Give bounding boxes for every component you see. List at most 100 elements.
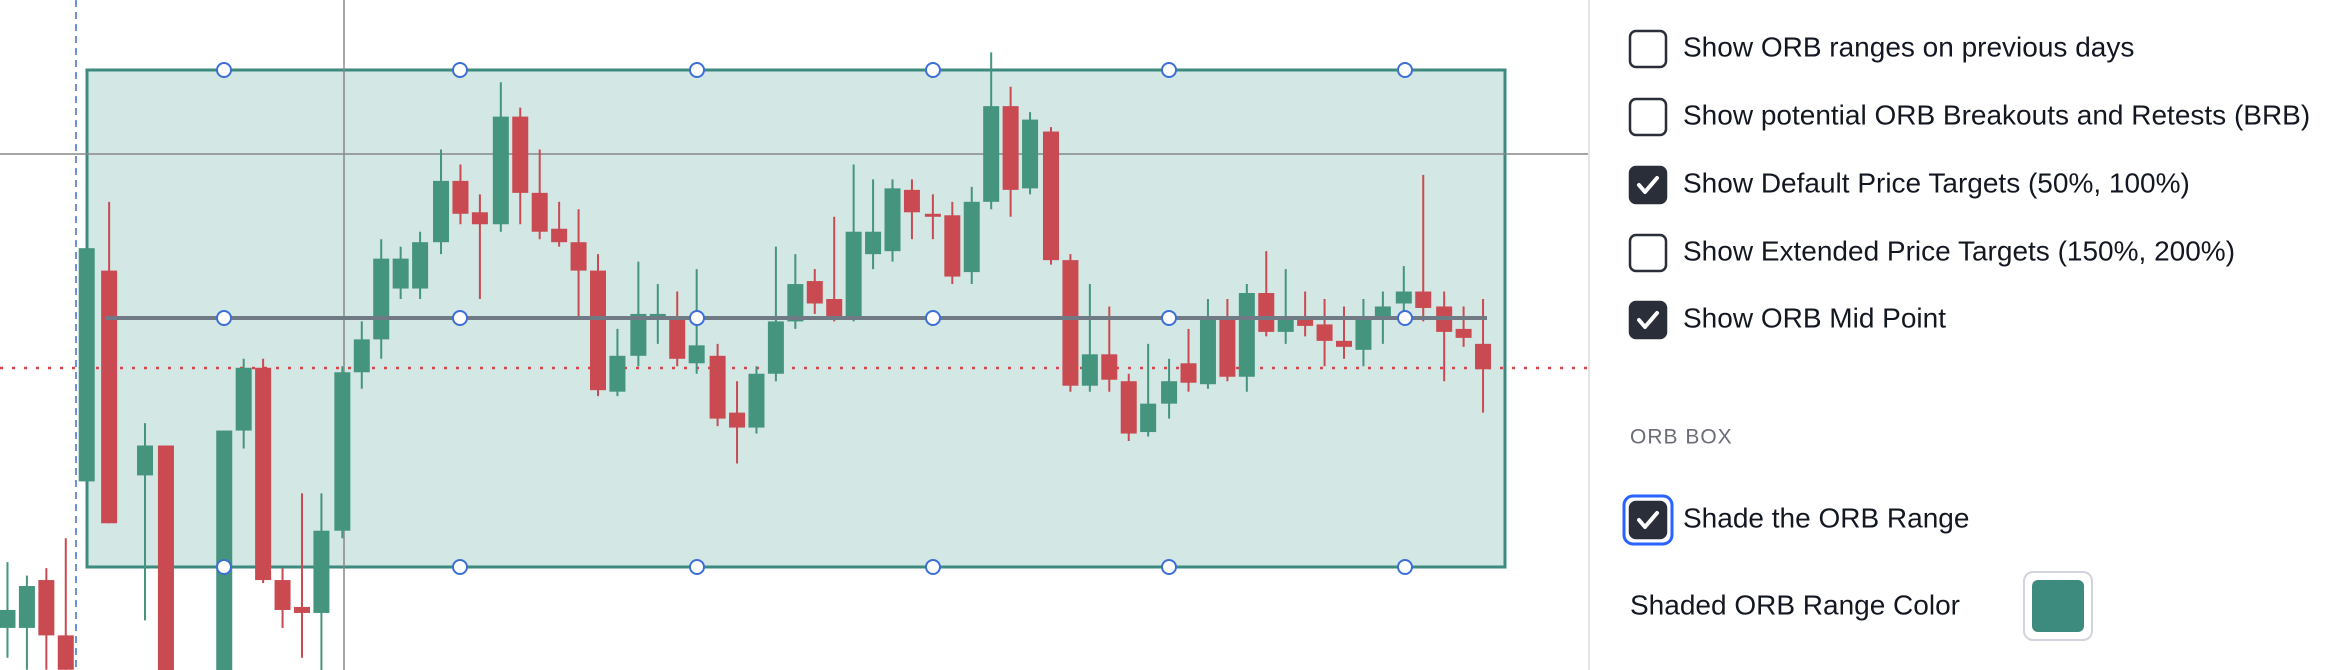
candle-body xyxy=(137,445,154,476)
checkmark xyxy=(1637,176,1659,194)
candle-body xyxy=(0,609,16,628)
option-label[interactable]: Show Extended Price Targets (150%, 200%) xyxy=(1683,235,2235,266)
checkmark xyxy=(1637,311,1659,329)
candle-body xyxy=(1415,291,1432,308)
resize-handle[interactable] xyxy=(689,62,705,78)
checkbox[interactable] xyxy=(1628,300,1668,340)
candle-body xyxy=(709,355,726,419)
candle-body xyxy=(1277,318,1294,332)
candle-body xyxy=(983,106,1000,202)
candle-body xyxy=(433,180,450,243)
candle-body xyxy=(944,215,961,277)
section-title: ORB BOX xyxy=(1630,426,1733,449)
candle-body xyxy=(353,339,370,373)
candle-body xyxy=(1042,131,1059,261)
candle-body xyxy=(649,313,666,317)
option-label[interactable]: Shade the ORB Range xyxy=(1683,502,1969,533)
resize-handle[interactable] xyxy=(1397,62,1413,78)
candle-body xyxy=(963,201,980,273)
candle-body xyxy=(826,299,843,317)
resize-handle[interactable] xyxy=(689,310,705,326)
candle-body xyxy=(865,231,882,255)
candle-body xyxy=(845,231,862,317)
candle-body xyxy=(903,189,920,213)
candle-body xyxy=(1062,260,1079,386)
candle-body xyxy=(688,345,705,364)
candle-body xyxy=(609,355,626,392)
candle-body xyxy=(551,228,568,243)
candle-body xyxy=(1374,306,1391,319)
candle-body xyxy=(235,367,252,431)
candle-body xyxy=(531,192,548,232)
candle-body xyxy=(157,445,174,670)
candle-body xyxy=(787,284,804,322)
resize-handle[interactable] xyxy=(216,310,232,326)
candle-body xyxy=(1238,293,1255,377)
candle-body xyxy=(924,213,941,217)
checkbox[interactable] xyxy=(1628,233,1668,273)
candle-body xyxy=(1395,291,1412,304)
resize-handle[interactable] xyxy=(452,310,468,326)
resize-handle[interactable] xyxy=(1397,310,1413,326)
option-label[interactable]: Show ORB Mid Point xyxy=(1683,302,1946,333)
candle-body xyxy=(78,248,95,482)
candle-body xyxy=(492,116,509,225)
chart xyxy=(0,0,1589,670)
resize-handle[interactable] xyxy=(1161,62,1177,78)
resize-handle[interactable] xyxy=(1161,559,1177,575)
resize-handle[interactable] xyxy=(452,559,468,575)
candle-body xyxy=(412,242,429,289)
resize-handle[interactable] xyxy=(925,62,941,78)
candle-body xyxy=(748,373,765,428)
candle-body xyxy=(1475,343,1492,370)
candle-body xyxy=(884,188,901,252)
candle-body xyxy=(590,270,606,391)
settings-panel: Show ORB ranges on previous days Show pot… xyxy=(1622,29,2310,641)
candle-body xyxy=(18,586,35,628)
candle-body xyxy=(334,372,351,531)
candle-body xyxy=(1002,106,1019,190)
candle-body xyxy=(452,180,469,214)
candle-body xyxy=(274,580,291,610)
resize-handle[interactable] xyxy=(689,559,705,575)
checkbox[interactable] xyxy=(1628,29,1668,69)
candle-body xyxy=(729,412,746,428)
resize-handle[interactable] xyxy=(216,62,232,78)
candle-body xyxy=(313,530,330,613)
candle-body xyxy=(512,116,529,193)
candle-body xyxy=(767,321,784,374)
resize-handle[interactable] xyxy=(1397,559,1413,575)
candle-body xyxy=(1258,293,1275,332)
checkmark xyxy=(1637,511,1659,529)
resize-handle[interactable] xyxy=(925,310,941,326)
checkbox[interactable] xyxy=(1628,97,1668,137)
option-label[interactable]: Show potential ORB Breakouts and Retests… xyxy=(1683,99,2310,130)
resize-handle[interactable] xyxy=(1161,310,1177,326)
candle-body xyxy=(1219,318,1236,377)
candle-body xyxy=(293,606,310,613)
candle-body xyxy=(1355,316,1372,350)
focus-ring xyxy=(1622,494,1674,546)
checkbox[interactable] xyxy=(1628,500,1668,540)
candle-body xyxy=(1180,363,1197,383)
candle-body xyxy=(392,258,409,289)
candle-body xyxy=(1081,354,1098,386)
option-label[interactable]: Show ORB ranges on previous days xyxy=(1683,31,2134,62)
candle-body xyxy=(1161,381,1178,404)
candle-body xyxy=(630,313,647,356)
resize-handle[interactable] xyxy=(925,559,941,575)
option-label[interactable]: Show Default Price Targets (50%, 100%) xyxy=(1683,167,2190,198)
checkbox[interactable] xyxy=(1628,165,1668,205)
resize-handle[interactable] xyxy=(452,62,468,78)
candle-body xyxy=(101,270,118,524)
candle-body xyxy=(373,258,390,340)
color-label: Shaded ORB Range Color xyxy=(1630,589,1960,620)
resize-handle[interactable] xyxy=(216,559,232,575)
candle-body xyxy=(570,242,587,271)
candle-body xyxy=(1199,318,1216,385)
candle-body xyxy=(1022,119,1039,189)
candle-body xyxy=(471,212,488,225)
candle-body xyxy=(669,318,686,359)
